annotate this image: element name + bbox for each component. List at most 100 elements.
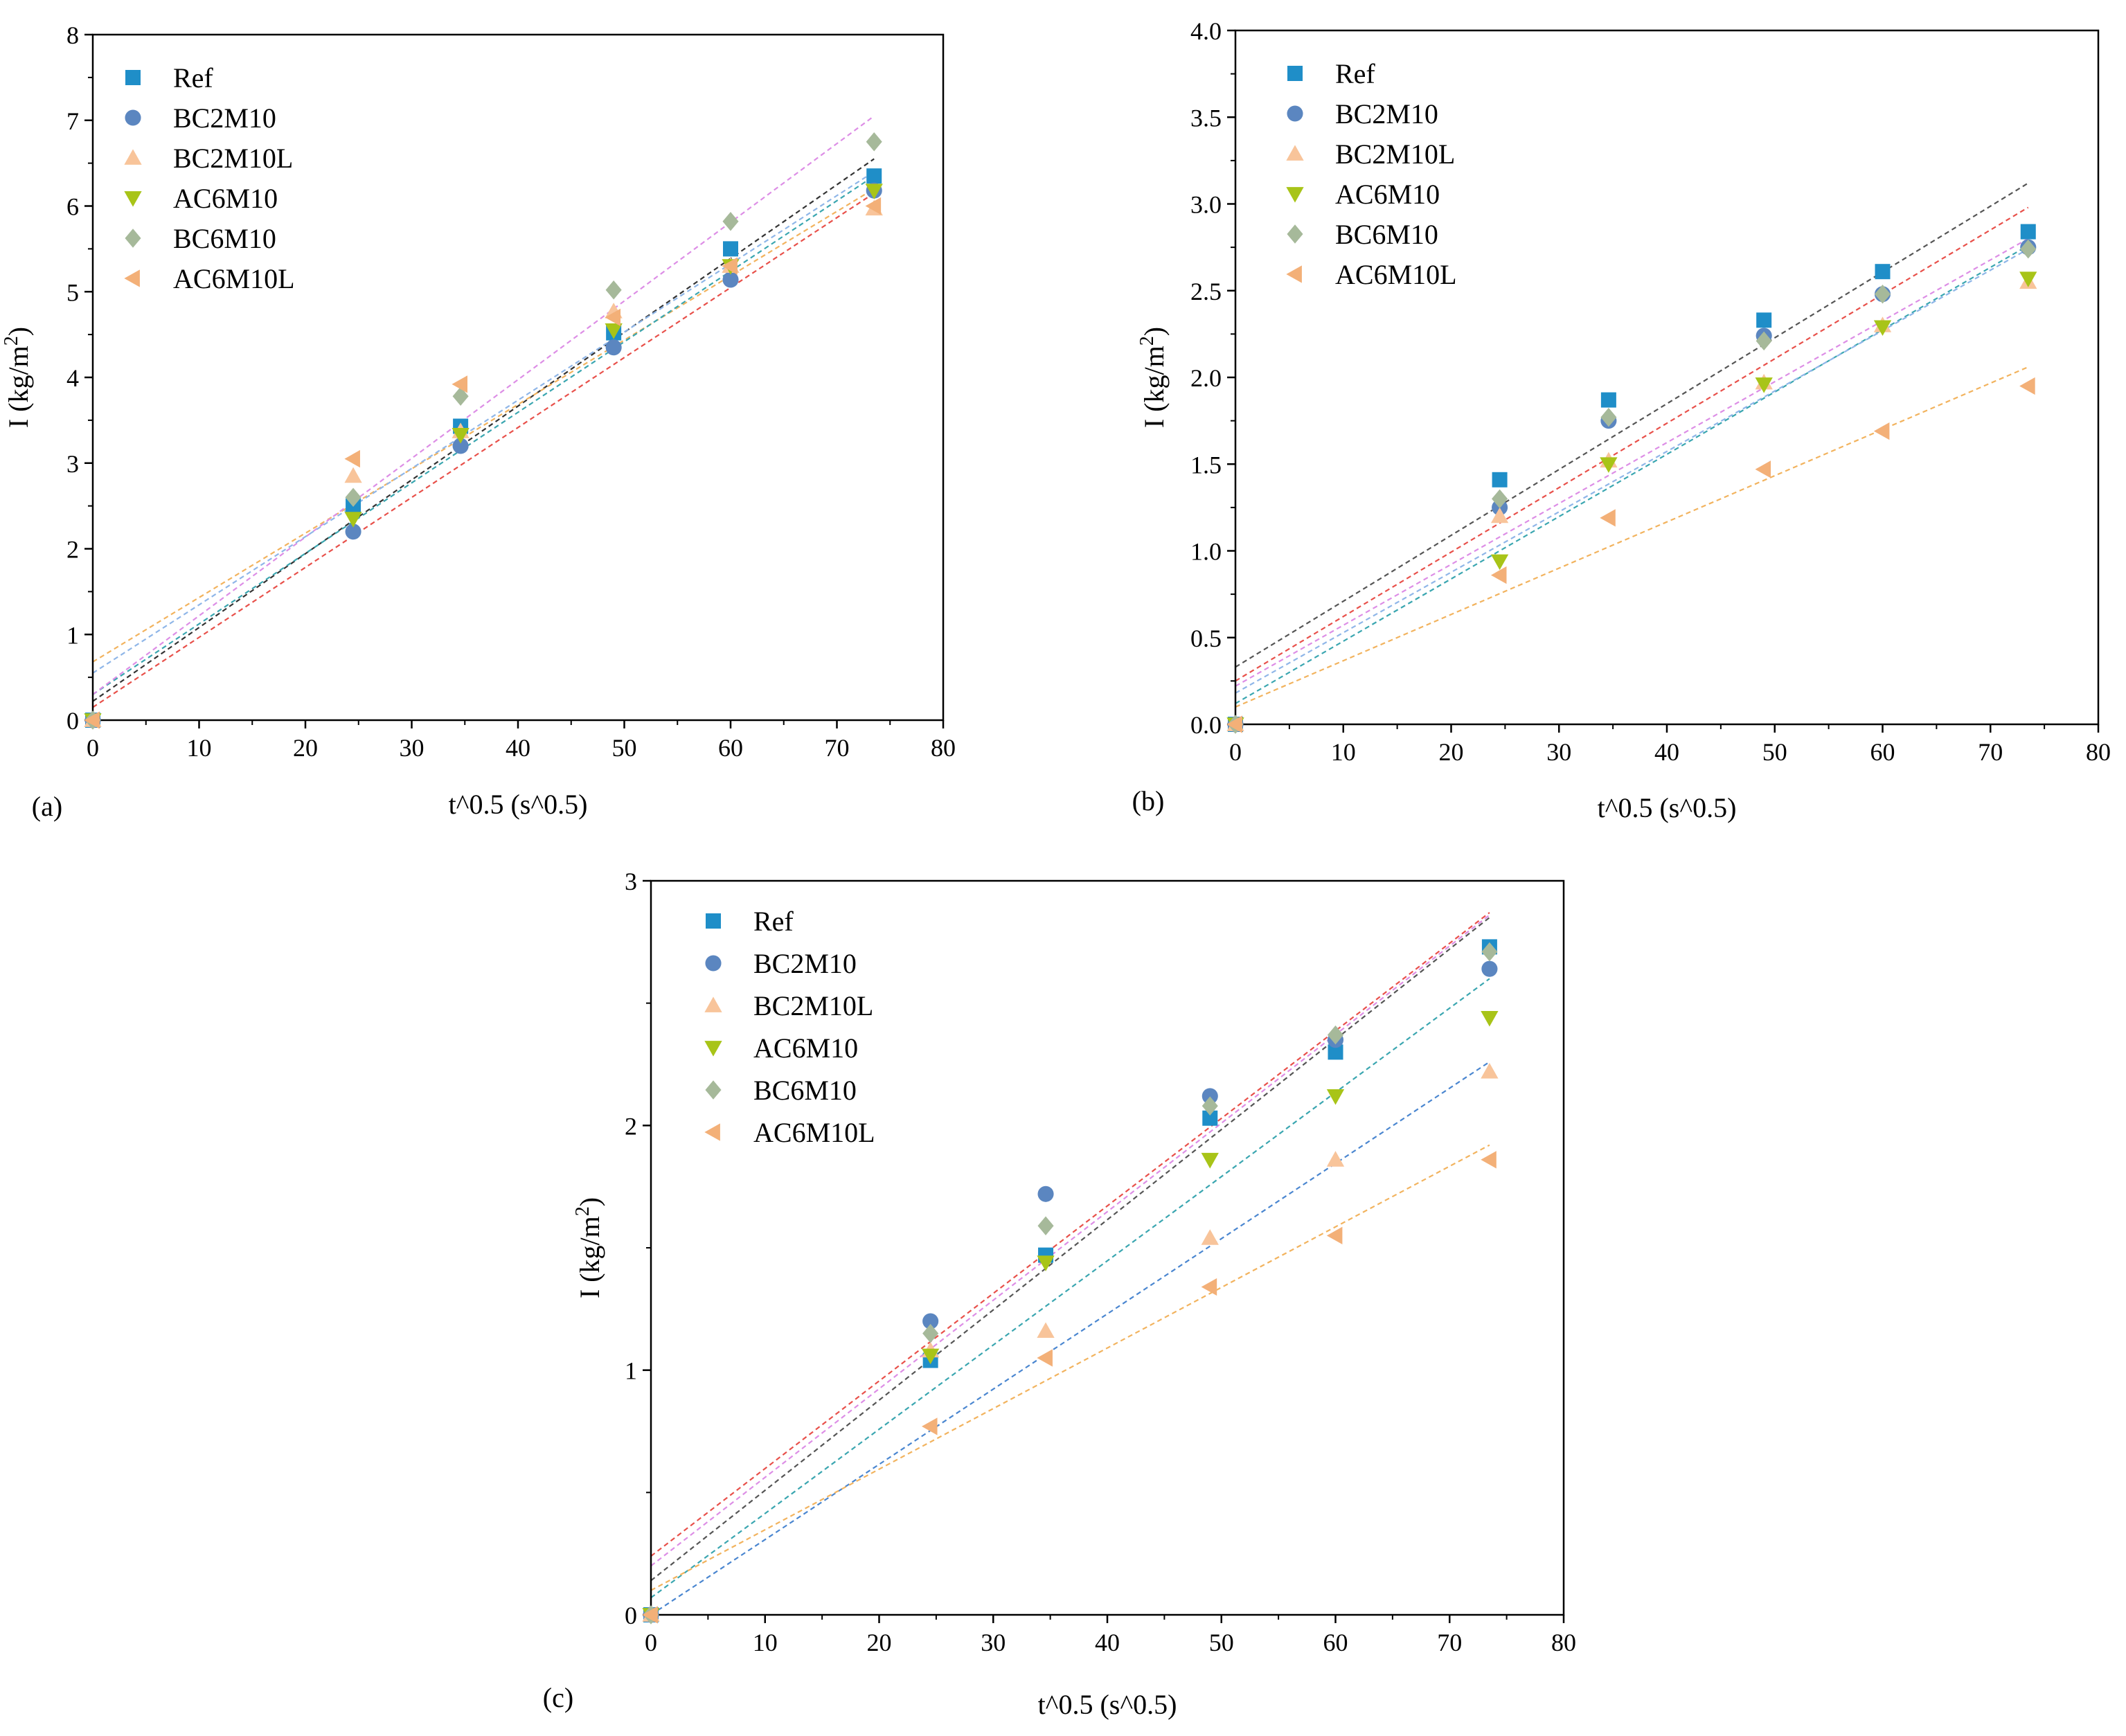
data-point (921, 1348, 940, 1365)
data-point (1492, 472, 1508, 487)
data-point (1490, 554, 1509, 571)
data-point (1202, 1088, 1218, 1104)
y-tick-label: 2 (625, 1112, 637, 1140)
data-point (452, 375, 468, 393)
fit-line (651, 1144, 1490, 1591)
data-point (1600, 407, 1617, 427)
data-point (605, 339, 622, 356)
y-tick-label: 0 (625, 1602, 637, 1629)
data-point (722, 212, 739, 231)
fit-line (93, 193, 875, 708)
series-ac6m10l (84, 197, 882, 729)
data-point (1481, 942, 1498, 962)
data-point (865, 184, 883, 199)
legend-marker (1286, 187, 1304, 203)
fit-line (93, 158, 875, 702)
x-tick-label: 20 (867, 1629, 892, 1656)
data-point (1600, 392, 1616, 408)
data-point (345, 487, 361, 507)
y-tick-label: 2.0 (1190, 364, 1222, 392)
plot-frame (91, 33, 945, 722)
data-point (2020, 224, 2036, 240)
chart-panel-1: 0 10 20 30 40 50 60 70 80 0 1 2 3 4 5 6 7 8 t^0.5 (s^0.5) I… (1, 21, 956, 822)
chart-panel-2: 0 10 20 30 40 50 60 70 80 0.0 0.5 1.0 1.5 2.0 2.5 3.0 3.… (1132, 17, 2111, 823)
fit-line (93, 171, 875, 674)
x-tick-label: 60 (718, 734, 743, 762)
legend-marker (706, 913, 721, 929)
data-point (1874, 285, 1891, 304)
data-point (1201, 1152, 1219, 1169)
legend-marker (1286, 265, 1302, 283)
legend-label: BC2M10 (753, 948, 857, 979)
panel-label: (b) (1132, 785, 1165, 816)
legend-marker (704, 1041, 722, 1057)
data-point (1481, 1062, 1499, 1079)
y-tick-label: 5 (66, 278, 79, 306)
legend-marker (124, 269, 140, 287)
data-point (722, 271, 739, 288)
data-point (1037, 1255, 1055, 1271)
legend-label: BC2M10 (173, 102, 276, 134)
x-axis-label: t^0.5 (s^0.5) (449, 789, 588, 820)
fit-lines (651, 912, 1490, 1615)
fit-line (651, 912, 1490, 1557)
y-tick-label: 0.0 (1190, 711, 1222, 739)
legend-label: BC2M10 (1335, 98, 1438, 129)
y-tick-label: 4.0 (1190, 17, 1222, 45)
data-point (1875, 264, 1891, 280)
data-point (1326, 1226, 1343, 1244)
data-point (2020, 239, 2037, 259)
data-point (1755, 377, 1773, 393)
data-point (2019, 377, 2035, 395)
x-tick-label: 10 (187, 734, 212, 762)
data-point (1037, 1322, 1055, 1339)
x-tick-label: 30 (400, 734, 425, 762)
legend-marker (705, 955, 722, 972)
legend-label: BC2M10L (753, 990, 873, 1021)
data-point (922, 1313, 939, 1330)
legend-label: BC6M10 (1335, 219, 1438, 250)
data-point (1327, 1025, 1344, 1045)
legend-marker (1287, 66, 1303, 81)
x-tick-label: 0 (645, 1629, 657, 1656)
fit-lines (1235, 182, 2029, 708)
data-point (1600, 457, 1618, 473)
data-point (1600, 509, 1616, 527)
series-bc2m10 (1227, 239, 2037, 733)
legend-marker (125, 109, 141, 126)
x-tick-label: 70 (1437, 1629, 1462, 1656)
data-point (1873, 320, 1892, 337)
y-tick-label: 3 (66, 450, 79, 478)
legend-label: BC6M10 (173, 223, 276, 254)
data-point (1492, 489, 1508, 509)
data-point (344, 467, 362, 483)
data-point (605, 280, 622, 300)
data-point (865, 197, 882, 215)
data-point (1873, 422, 1890, 440)
x-tick-label: 10 (1331, 738, 1356, 766)
y-tick-label: 6 (66, 193, 79, 221)
data-point (1326, 1089, 1345, 1105)
y-tick-label: 4 (66, 364, 79, 392)
y-tick-label: 3.0 (1190, 191, 1222, 219)
fit-line (93, 175, 875, 695)
data-point (642, 1606, 658, 1624)
legend-marker (124, 191, 142, 207)
legend-marker (705, 1080, 722, 1100)
chart-panel-3: 0 10 20 30 40 50 60 70 80 0 1 2 3 t^0.5 (s^0.5) I (kg/… (543, 868, 1576, 1720)
y-tick-label: 3 (625, 868, 637, 895)
x-tick-label: 80 (1551, 1629, 1576, 1656)
x-tick-label: 40 (506, 734, 530, 762)
panel-label: (c) (543, 1682, 573, 1713)
legend-marker (1287, 224, 1303, 244)
fit-lines (93, 115, 875, 708)
x-tick-label: 60 (1323, 1629, 1348, 1656)
x-tick-label: 50 (1762, 738, 1787, 766)
data-point (1326, 1151, 1345, 1167)
x-tick-label: 10 (753, 1629, 778, 1656)
y-tick-label: 0 (66, 707, 79, 735)
legend-marker (704, 1123, 720, 1141)
x-tick-label: 80 (2086, 738, 2111, 766)
